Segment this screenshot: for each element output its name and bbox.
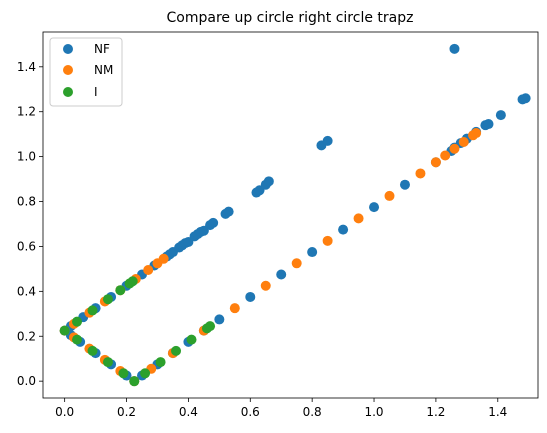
legend-marker-nm [63, 65, 73, 75]
data-point [102, 357, 113, 368]
data-point [205, 321, 216, 332]
y-tick-label: 1.4 [17, 60, 36, 74]
data-point [276, 269, 287, 280]
series-nf [59, 43, 531, 387]
data-point [291, 258, 302, 269]
data-point [322, 235, 333, 246]
data-point [223, 206, 234, 217]
data-point [171, 345, 182, 356]
data-point [369, 202, 380, 213]
x-tick-label: 0.0 [55, 405, 74, 419]
data-point [229, 303, 240, 314]
data-point [449, 143, 460, 154]
y-tick-label: 1.0 [17, 150, 36, 164]
legend-marker-nf [63, 44, 73, 54]
y-tick-label: 0.2 [17, 329, 36, 343]
data-point [214, 314, 225, 325]
data-point [186, 334, 197, 345]
data-point [155, 357, 166, 368]
data-point [322, 135, 333, 146]
x-tick-label: 0.6 [241, 405, 260, 419]
data-point [143, 265, 154, 276]
x-tick-label: 1.2 [426, 405, 445, 419]
data-point [158, 253, 169, 264]
data-point [263, 176, 274, 187]
data-point [208, 217, 219, 228]
legend-label-nm: NM [94, 63, 113, 77]
series-i [59, 276, 216, 387]
data-point [87, 305, 98, 316]
legend-label-nf: NF [94, 42, 110, 56]
x-tick-label: 1.4 [488, 405, 507, 419]
data-point [307, 247, 318, 258]
y-tick-label: 1.2 [17, 105, 36, 119]
x-tick-label: 0.8 [303, 405, 322, 419]
x-tick-label: 0.4 [179, 405, 198, 419]
y-tick-label: 0.4 [17, 284, 36, 298]
y-tick-label: 0.8 [17, 195, 36, 209]
series-nm [59, 128, 482, 387]
y-tick-label: 0.6 [17, 239, 36, 253]
data-point [72, 316, 83, 327]
data-point [102, 294, 113, 305]
data-point [399, 179, 410, 190]
data-point [458, 137, 469, 148]
data-point [72, 334, 83, 345]
data-point [495, 110, 506, 121]
data-point [118, 368, 129, 379]
data-point [353, 213, 364, 224]
data-point [115, 285, 126, 296]
data-point [260, 280, 271, 291]
plot-frame [42, 31, 539, 399]
data-point [129, 376, 140, 387]
x-tick-label: 0.2 [117, 405, 136, 419]
x-axis: 0.0 0.2 0.4 0.6 0.8 1.0 1.2 1.4 [55, 398, 507, 419]
data-point [415, 168, 426, 179]
y-tick-label: 0.0 [17, 374, 36, 388]
data-point [483, 119, 494, 130]
legend-marker-i [63, 87, 73, 97]
data-point [449, 43, 460, 54]
legend-label-i: I [94, 85, 98, 99]
data-point [127, 276, 138, 287]
data-point [471, 128, 482, 139]
chart-title: Compare up circle right circle trapz [167, 10, 414, 26]
data-point [520, 93, 531, 104]
data-point [430, 157, 441, 168]
legend: NF NM I [49, 37, 123, 107]
series-layer [59, 43, 531, 387]
data-point [440, 150, 451, 161]
data-point [87, 345, 98, 356]
data-point [59, 325, 70, 336]
data-point [245, 291, 256, 302]
y-axis: 0.0 0.2 0.4 0.6 0.8 1.0 1.2 1.4 [17, 60, 43, 388]
data-point [338, 224, 349, 235]
x-tick-label: 1.0 [364, 405, 383, 419]
data-point [384, 190, 395, 201]
data-point [140, 368, 151, 379]
